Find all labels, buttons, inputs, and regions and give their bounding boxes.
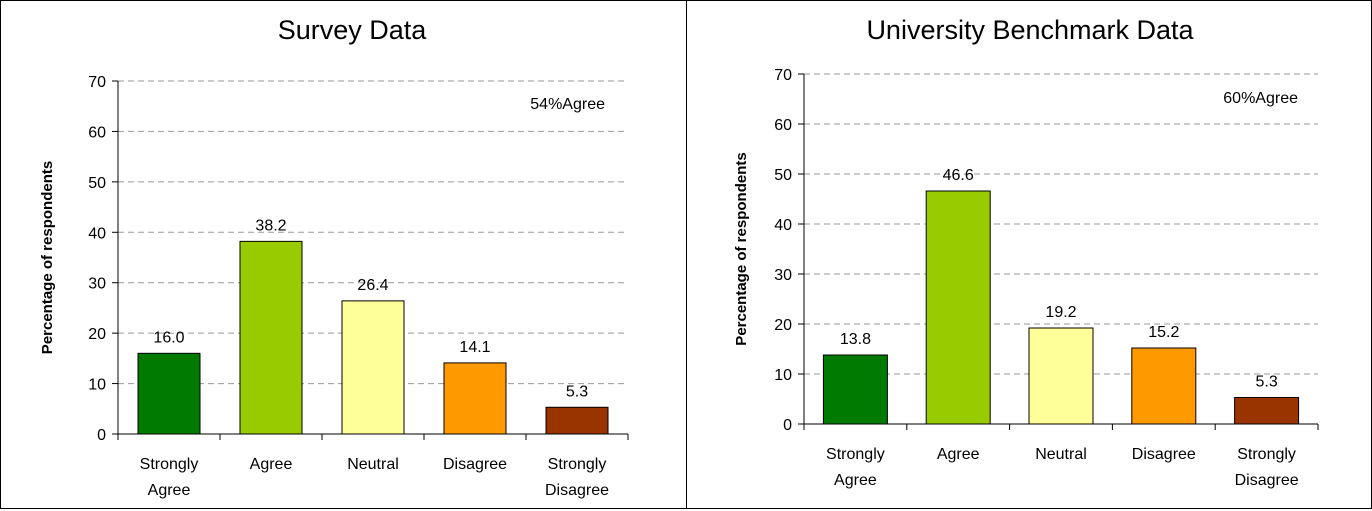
category-label: Agree [148,482,191,499]
bar [1131,347,1197,425]
y-tick-label: 70 [774,67,792,84]
data-label: 15.2 [1148,324,1179,341]
chart-title: Survey Data [278,15,428,45]
category-label: Disagree [1132,446,1196,463]
category-label: Disagree [443,456,507,473]
category-label: Strongly [140,456,199,473]
y-tick-label: 20 [774,317,792,334]
data-label: 26.4 [357,277,388,294]
y-tick-label: 60 [774,117,792,134]
y-tick-label: 40 [88,225,106,242]
y-tick-label: 30 [774,267,792,284]
bar [443,362,507,435]
y-tick-label: 0 [783,417,792,434]
category-label: Agree [937,446,980,463]
y-tick-label: 10 [88,377,106,394]
category-label: Strongly [826,446,885,463]
y-tick-label: 0 [97,427,106,444]
y-tick-label: 30 [88,276,106,293]
bar [137,352,201,435]
bar [239,240,303,435]
category-label: Agree [250,456,293,473]
bar [925,190,991,425]
category-label: Neutral [347,456,399,473]
bar [545,406,609,435]
benchmark-chart-panel: University Benchmark Data 0 10 20 30 40 50 60 70… [686,0,1372,509]
data-label: 14.1 [459,339,490,356]
y-tick-label: 50 [774,167,792,184]
data-label: 5.3 [566,383,588,400]
agree-annotation: 54%Agree [530,96,605,113]
category-label: Disagree [1235,472,1299,489]
data-label: 16.0 [153,329,184,346]
y-axis-label: Percentage of respondents [39,161,56,354]
y-tick-label: 70 [88,74,106,91]
agree-annotation: 60%Agree [1223,90,1298,107]
benchmark-chart: University Benchmark Data 0 10 20 30 40 50 60 70… [733,15,1319,489]
y-tick-label: 10 [774,367,792,384]
category-label: Disagree [545,482,609,499]
survey-chart: Survey Data 0 10 20 30 40 50 60 70 Percentage of … [39,15,629,499]
data-label: 46.6 [943,167,974,184]
category-label: Strongly [548,456,607,473]
y-tick-label: 20 [88,326,106,343]
data-label: 5.3 [1255,374,1277,391]
y-tick-label: 50 [88,175,106,192]
y-tick-label: 60 [88,124,106,141]
bar [341,300,405,435]
data-label: 19.2 [1045,304,1076,321]
category-label: Neutral [1035,446,1087,463]
survey-chart-panel: Survey Data 0 10 20 30 40 50 60 70 Percentage of … [0,0,687,509]
bar [822,354,888,425]
data-label: 38.2 [255,217,286,234]
chart-title: University Benchmark Data [866,15,1194,45]
bar [1234,397,1300,425]
y-axis-label: Percentage of respondents [733,152,750,345]
data-label: 13.8 [840,331,871,348]
category-label: Agree [834,472,877,489]
y-tick-label: 40 [774,217,792,234]
bar [1028,327,1094,425]
category-label: Strongly [1237,446,1296,463]
